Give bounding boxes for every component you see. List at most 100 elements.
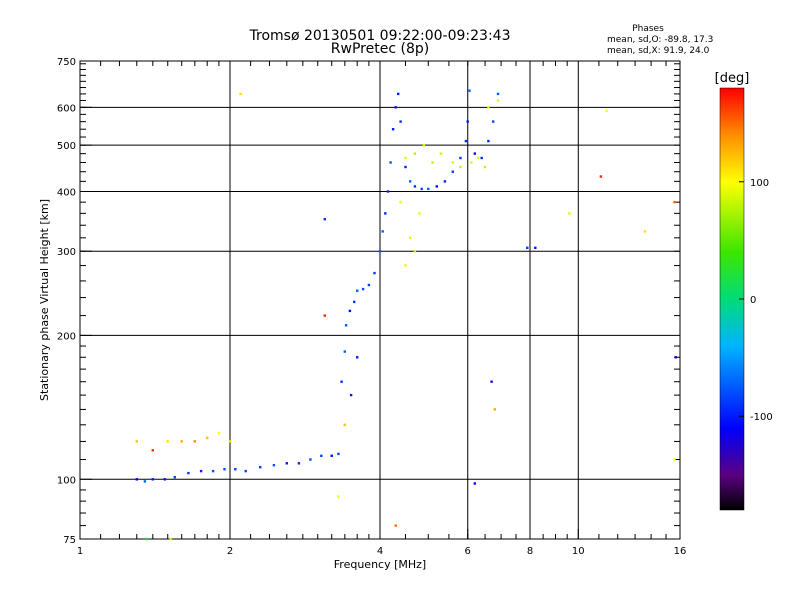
y-tick-label: 600 [57, 103, 76, 114]
y-tick-label: 400 [57, 187, 76, 198]
data-point [223, 468, 226, 471]
data-point [459, 165, 462, 169]
y-tick-label: 300 [57, 247, 76, 258]
data-point [135, 478, 138, 481]
data-point [323, 314, 326, 317]
data-point [361, 287, 365, 291]
data-point [473, 482, 476, 485]
colorbar-tick-label: 100 [750, 178, 769, 189]
y-tick-label: 100 [57, 475, 76, 486]
data-point [389, 161, 392, 164]
stats-o-mode: mean, sd,O: -89.8, 17.3 [607, 35, 713, 45]
y-tick-label: 75 [63, 535, 76, 546]
x-tick-label: 10 [572, 546, 585, 557]
data-point [493, 408, 496, 411]
colorbar-tick-label: 0 [750, 295, 756, 306]
chart-subtitle: RwPretec (8p) [331, 41, 429, 57]
data-point [418, 212, 421, 215]
data-point [496, 99, 500, 102]
data-point [431, 161, 434, 164]
x-axis-label: Frequency [MHz] [334, 558, 426, 571]
data-point [487, 106, 490, 109]
data-point [413, 185, 417, 188]
data-point [399, 120, 402, 123]
data-point [673, 458, 676, 461]
data-point [404, 165, 407, 169]
data-point [470, 161, 473, 164]
data-point [451, 170, 454, 173]
y-tick-label: 500 [57, 141, 76, 152]
data-point [337, 495, 340, 498]
data-point [228, 440, 232, 443]
data-point [217, 431, 221, 435]
data-point [145, 537, 148, 541]
data-point [343, 423, 346, 426]
data-point [496, 92, 500, 96]
x-tick-label: 8 [527, 546, 533, 557]
data-point [337, 452, 340, 456]
data-point [151, 449, 154, 452]
data-point [420, 187, 423, 191]
data-point [381, 230, 384, 233]
data-point [534, 246, 537, 249]
data-point [320, 454, 323, 457]
data-point [599, 175, 603, 178]
data-point [427, 187, 430, 191]
data-point [466, 120, 469, 123]
data-point [187, 471, 190, 475]
data-point [143, 480, 147, 483]
data-point [356, 356, 359, 359]
data-point [344, 324, 348, 327]
data-point [272, 464, 276, 467]
data-point [343, 350, 346, 353]
data-point [394, 524, 397, 527]
data-point [330, 454, 333, 457]
colorbar-tick-label: -100 [750, 412, 773, 423]
data-point [422, 144, 426, 147]
data-point [487, 139, 490, 143]
data-point [492, 120, 495, 123]
y-axis-label: Stationary phase Virtual Height [km] [38, 199, 51, 401]
data-point [480, 156, 483, 160]
data-point [356, 289, 359, 292]
data-point [151, 478, 154, 481]
data-point [404, 156, 407, 160]
data-point [643, 230, 646, 233]
data-point [439, 152, 443, 155]
data-point [239, 92, 242, 96]
data-point [468, 89, 471, 92]
data-point [211, 469, 215, 473]
data-point [378, 250, 382, 253]
y-tick-label: 750 [57, 57, 76, 68]
data-point [348, 309, 352, 313]
data-point [244, 469, 247, 473]
x-tick-label: 2 [227, 546, 233, 557]
data-point [404, 264, 407, 267]
data-point [459, 156, 462, 160]
data-point [451, 161, 454, 164]
data-point [464, 139, 468, 143]
data-point [386, 190, 390, 193]
data-point [409, 180, 412, 183]
y-tick-label: 200 [57, 331, 76, 342]
data-point [409, 236, 412, 239]
stats-x-mode: mean, sd,X: 91.9, 24.0 [607, 46, 710, 56]
x-tick-label: 4 [377, 546, 383, 557]
data-point [490, 380, 493, 383]
data-point [473, 152, 476, 155]
data-point [234, 468, 237, 471]
data-point [309, 458, 312, 461]
data-point [180, 440, 183, 443]
data-point [413, 152, 417, 155]
data-point [526, 246, 529, 249]
data-point [259, 466, 262, 469]
data-point [435, 185, 438, 188]
data-point [483, 165, 487, 169]
data-point [399, 200, 402, 204]
data-point [674, 356, 678, 359]
data-point [163, 478, 166, 481]
stats-heading: Phases [632, 24, 664, 34]
data-point [384, 212, 387, 215]
x-tick-label: 16 [674, 546, 687, 557]
